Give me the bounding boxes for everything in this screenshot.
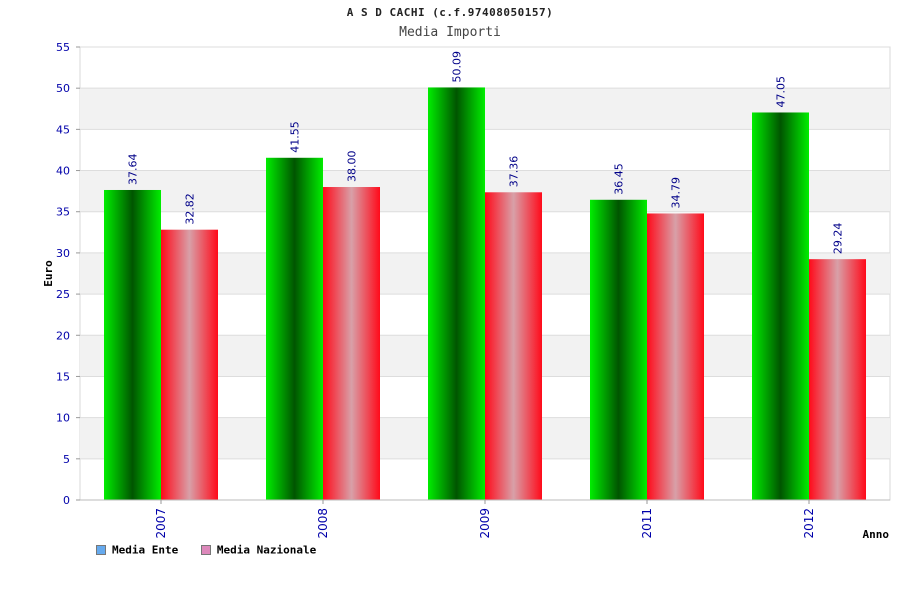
bar-media-ente-2007 [104, 189, 161, 500]
y-tick-label: 0 [63, 494, 70, 507]
y-tick-label: 45 [56, 123, 70, 136]
y-axis-title: Euro [42, 260, 55, 287]
data-label: 50.09 [451, 51, 464, 83]
legend-label-media-nazionale: Media Nazionale [216, 543, 317, 557]
data-label: 47.05 [775, 76, 788, 108]
x-axis-title: Anno [863, 528, 890, 541]
chart-subtitle: Media Importi [399, 25, 501, 40]
data-label: 37.36 [508, 156, 521, 188]
x-tick-label: 2012 [802, 508, 816, 539]
bar-media-ente-2012 [752, 112, 809, 500]
legend: Media Ente Media Nazionale [96, 543, 332, 557]
y-tick-label: 10 [56, 412, 70, 425]
y-tick-label: 20 [56, 329, 70, 342]
data-label: 29.24 [832, 223, 845, 255]
x-tick-label: 2008 [316, 508, 330, 539]
x-tick-label: 2007 [154, 508, 168, 539]
bar-media-nazionale-2011 [647, 213, 704, 500]
data-label: 36.45 [613, 163, 626, 195]
bar-media-nazionale-2012 [809, 259, 866, 500]
bar-media-ente-2011 [590, 199, 647, 500]
bar-media-nazionale-2008 [323, 187, 380, 500]
y-tick-label: 35 [56, 206, 70, 219]
data-label: 32.82 [184, 193, 197, 225]
legend-swatch-media-nazionale [200, 545, 211, 555]
y-tick-label: 55 [56, 41, 70, 54]
bar-media-ente-2008 [266, 157, 323, 500]
legend-label-media-ente: Media Ente [112, 543, 179, 557]
bar-media-ente-2009 [428, 87, 485, 500]
x-tick-label: 2011 [640, 508, 654, 539]
y-tick-label: 50 [56, 82, 70, 95]
bar-media-nazionale-2007 [161, 229, 218, 500]
chart-title: A S D CACHI (c.f.97408050157) [346, 6, 554, 19]
data-label: 38.00 [346, 151, 359, 183]
legend-item-media-nazionale: Media Nazionale [200, 543, 317, 557]
y-tick-label: 25 [56, 288, 70, 301]
data-label: 41.55 [289, 121, 302, 153]
y-tick-label: 40 [56, 165, 70, 178]
y-tick-label: 15 [56, 370, 70, 383]
y-tick-label: 30 [56, 247, 70, 260]
data-label: 34.79 [670, 177, 683, 209]
legend-swatch-media-ente [96, 545, 106, 555]
legend-item-media-ente: Media Ente [96, 543, 178, 557]
bar-media-nazionale-2009 [485, 192, 542, 500]
data-label: 37.64 [127, 153, 140, 185]
y-tick-label: 5 [63, 453, 70, 466]
x-tick-label: 2009 [478, 508, 492, 539]
